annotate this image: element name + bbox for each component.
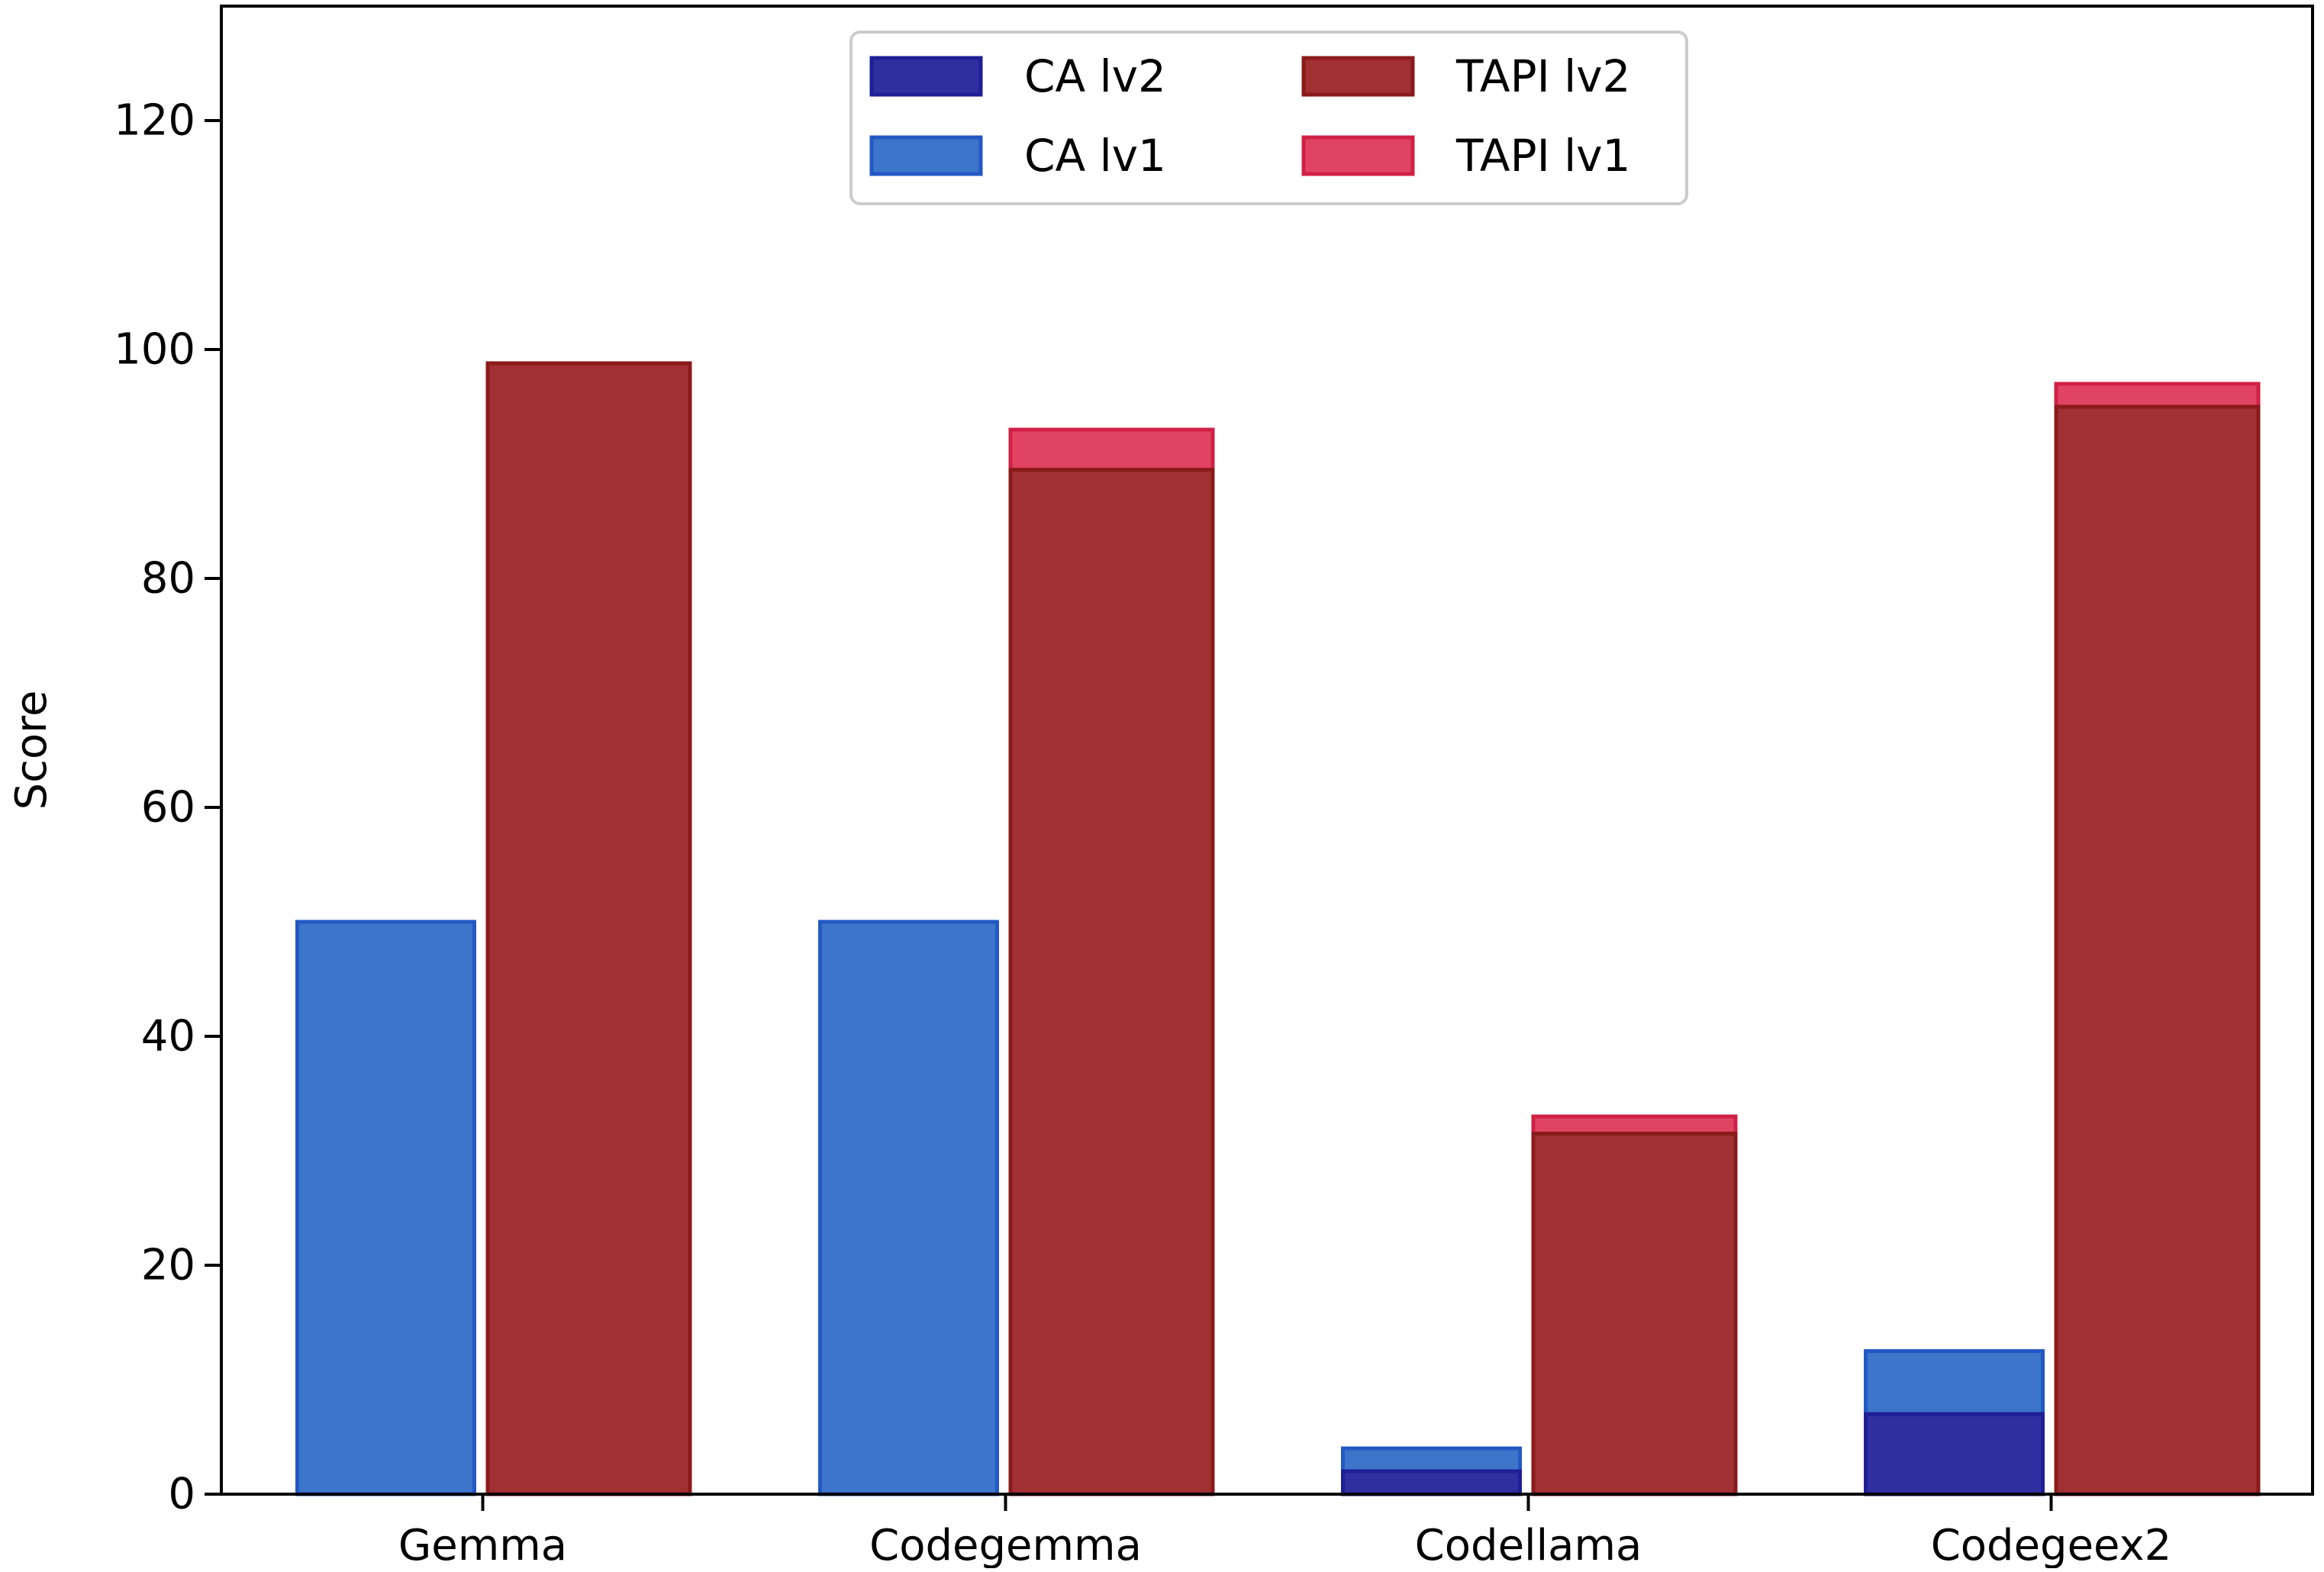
bar-ca-lv2-codegeex2 [1864, 1412, 2045, 1496]
legend-label: TAPI lv1 [1455, 130, 1630, 182]
x-tick-label: Codegeex2 [1931, 1521, 2172, 1568]
bar-tapi-lv2-gemma [485, 361, 692, 1496]
y-tick-label: 40 [141, 1012, 195, 1061]
bar-ca-lv2-codellama [1341, 1469, 1522, 1496]
bar-ca-lv1-codegemma [818, 920, 999, 1496]
y-tick-label: 120 [114, 96, 195, 146]
legend-label: TAPI lv2 [1455, 50, 1630, 102]
axes-layer: 0 20 40 60 80 100 120 Gemma Codegemma Codellama Co… [7, 5, 2314, 1570]
bar-ca-lv1-gemma [295, 920, 476, 1496]
y-axis-label: Score [7, 691, 56, 810]
x-tick-label: Codegemma [869, 1521, 1142, 1568]
y-tick-label: 20 [141, 1241, 195, 1290]
legend-swatch [869, 56, 983, 97]
y-tick-label: 100 [114, 325, 195, 375]
bar-tapi-lv2-codellama [1531, 1132, 1738, 1496]
bar-tapi-lv2-codegeex2 [2054, 404, 2261, 1496]
legend-swatch [869, 135, 983, 176]
plot-frame [220, 5, 2314, 1496]
legend: CA lv2 TAPI lv2 CA lv1 TAPI lv1 [849, 31, 1688, 205]
legend-swatch [1301, 56, 1415, 97]
y-tick-label: 60 [141, 783, 195, 833]
x-tick-label: Gemma [398, 1521, 567, 1568]
bars-layer [295, 361, 2261, 1496]
legend-box [849, 31, 1688, 205]
x-tick-label: Codellama [1415, 1521, 1642, 1568]
legend-label: CA lv2 [1024, 50, 1166, 102]
y-tick-label: 80 [141, 554, 195, 604]
legend-swatch [1301, 135, 1415, 176]
bar-tapi-lv2-codegemma [1008, 468, 1215, 1496]
y-tick-label: 0 [168, 1470, 195, 1519]
legend-label: CA lv1 [1024, 130, 1166, 182]
